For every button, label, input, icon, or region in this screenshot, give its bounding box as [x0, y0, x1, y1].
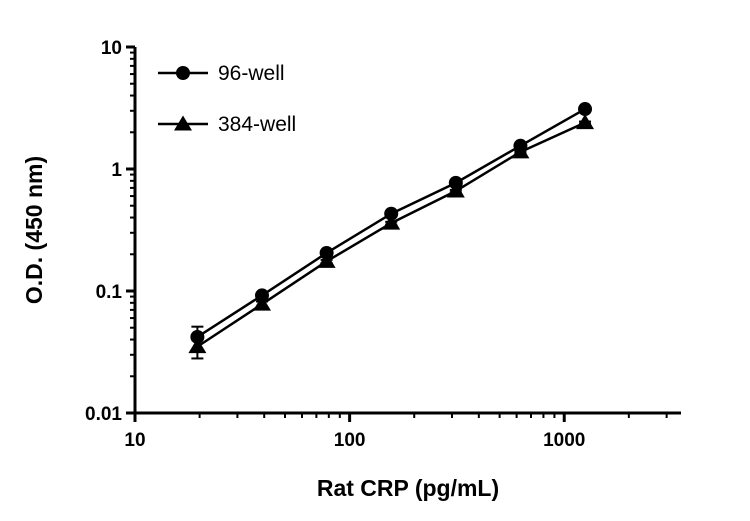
- triangle-marker: [317, 252, 336, 268]
- circle-marker: [254, 288, 269, 303]
- x-tick-label: 10: [124, 430, 145, 451]
- legend-key-96-well: [158, 66, 208, 80]
- circle-marker: [176, 66, 190, 80]
- y-tick-label: 0.01: [85, 404, 122, 425]
- axis-spines: [133, 47, 681, 415]
- y-tick-label: 10: [101, 38, 122, 59]
- triangle-marker: [252, 295, 271, 311]
- x-tick-label: 100: [334, 430, 366, 451]
- legend-key-384-well: [158, 115, 208, 131]
- plot-area: 10 100 1000 0.01 0.1 1 10: [85, 38, 681, 451]
- y-axis-ticks: 0.01 0.1 1 10: [85, 38, 135, 425]
- y-axis-title: O.D. (450 nm): [21, 156, 47, 304]
- triangle-marker: [511, 143, 530, 159]
- triangle-marker: [382, 214, 401, 230]
- triangle-marker: [576, 114, 595, 130]
- series-384-well: [188, 114, 595, 360]
- circle-marker: [578, 102, 593, 117]
- triangle-marker: [446, 182, 465, 198]
- legend-label-96-well: 96-well: [218, 62, 285, 85]
- y-tick-label: 1: [111, 160, 122, 181]
- legend: 96-well 384-well: [158, 62, 296, 136]
- legend-label-384-well: 384-well: [218, 113, 296, 136]
- x-axis-title: Rat CRP (pg/mL): [317, 475, 499, 501]
- triangle-marker: [188, 338, 207, 354]
- circle-marker: [384, 206, 399, 221]
- x-tick-label: 1000: [543, 430, 585, 451]
- x-axis-ticks: 10 100 1000: [124, 413, 585, 451]
- y-tick-label: 0.1: [96, 282, 123, 303]
- triangle-marker: [174, 115, 192, 131]
